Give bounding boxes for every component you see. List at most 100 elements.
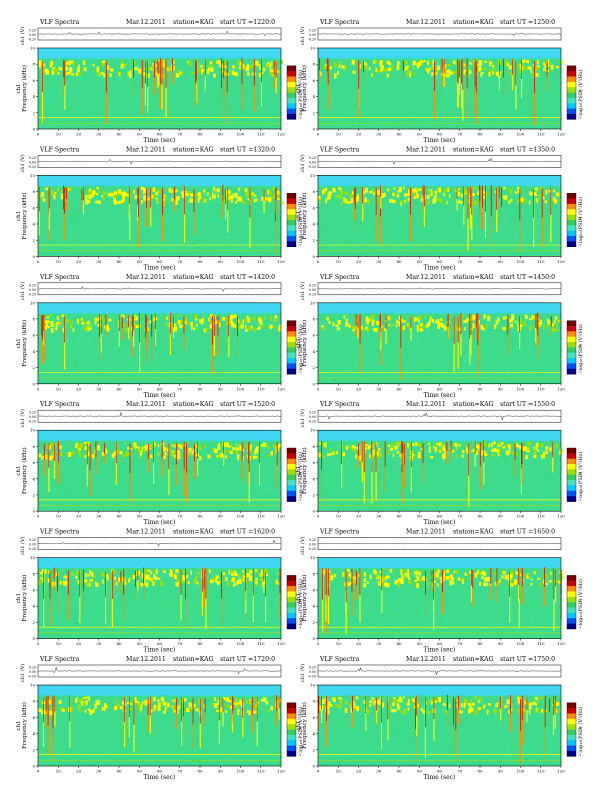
activity-patch [199, 193, 202, 199]
spectrum-speckle [212, 485, 215, 487]
spectrum-speckle [231, 86, 233, 88]
activity-patch [546, 325, 549, 328]
spectrum-speckle [63, 374, 66, 376]
sferic-core [100, 315, 102, 335]
spectrum-speckle [328, 380, 331, 382]
spectrum-speckle [550, 340, 552, 342]
spectrum-speckle [409, 60, 411, 63]
spectrum-speckle [51, 248, 53, 250]
spectrum-speckle [191, 228, 193, 230]
spectrum-speckle [505, 462, 508, 464]
spectrum-speckle [79, 339, 82, 341]
spectrum-speckle [49, 232, 51, 234]
activity-patch [326, 316, 329, 321]
spectrum-speckle [434, 333, 436, 335]
spectrum-speckle [439, 116, 441, 118]
spectrum-speckle [99, 98, 102, 101]
spectrum-speckle [425, 500, 427, 502]
spectrum-speckle [190, 494, 192, 496]
spectrum-speckle [52, 482, 54, 484]
spectrum-speckle [498, 218, 500, 220]
activity-patch [415, 187, 417, 192]
activity-patch [463, 320, 467, 324]
spectrum-speckle [437, 253, 439, 255]
activity-patch [249, 318, 252, 322]
spectrum-speckle [176, 94, 178, 97]
spectrum-speckle [424, 323, 426, 325]
spectrum-speckle [243, 360, 246, 362]
spectrum-speckle [468, 369, 471, 372]
spectrum-speckle [390, 242, 392, 244]
spectrum-speckle [381, 328, 384, 330]
spectrum-speckle [258, 216, 260, 218]
spectrum-speckle [538, 379, 541, 381]
spectrum-speckle [403, 185, 405, 187]
spectrum-speckle [272, 113, 274, 115]
spectrum-speckle [360, 222, 363, 224]
spectrum-speckle [550, 381, 553, 383]
spectrum-speckle [382, 238, 384, 240]
sferic-core [174, 186, 175, 200]
activity-patch [163, 73, 166, 79]
spectrum-speckle [505, 100, 508, 102]
spectrum-speckle [499, 496, 501, 498]
activity-patch [253, 199, 257, 203]
spectrum-speckle [538, 116, 540, 118]
spectrum-speckle [134, 355, 137, 357]
spectrum-speckle [221, 206, 223, 208]
activity-patch [463, 69, 467, 73]
spectrum-speckle [204, 334, 206, 336]
spectrum-speckle [148, 468, 151, 470]
spectrum-speckle [75, 478, 77, 481]
spectrum-speckle [366, 371, 369, 373]
spectrum-speckle [405, 374, 407, 376]
spectrum-speckle [230, 121, 232, 123]
spectrum-speckle [364, 186, 366, 188]
spectrum-speckle [324, 337, 326, 339]
spectrum-speckle [478, 121, 480, 123]
spectrum-speckle [171, 473, 173, 475]
spectrum-speckle [52, 480, 54, 482]
spectrum-speckle [45, 449, 48, 451]
activity-patch [134, 445, 137, 451]
time-tick-label: 20 [76, 259, 82, 264]
sferic-core [159, 58, 161, 84]
spectrum-speckle [389, 208, 391, 210]
spectrum-speckle [136, 97, 138, 100]
activity-patch [173, 323, 177, 327]
spectrum-speckle [85, 104, 87, 106]
spectrum-speckle [46, 460, 48, 463]
spectrum-speckle [163, 239, 166, 241]
spectrum-speckle [170, 444, 172, 446]
spectrum-speckle [269, 343, 272, 345]
panel-start-ut: start UT =1250:0 [500, 19, 555, 26]
spectrum-speckle [181, 190, 183, 192]
spectrum-speckle [257, 94, 259, 96]
spectrum-speckle [242, 344, 244, 346]
spectrum-speckle [95, 215, 97, 217]
spectrum-speckle [433, 121, 435, 123]
sferic-core [145, 314, 147, 338]
activity-patch [531, 315, 535, 319]
spectrum-speckle [514, 377, 516, 379]
spectrum-speckle [428, 123, 430, 126]
spectrum-speckle [219, 95, 221, 97]
spectrum-speckle [405, 325, 408, 327]
activity-patch [495, 71, 499, 76]
activity-patch [247, 318, 250, 322]
activity-patch [108, 318, 112, 322]
spectrum-speckle [158, 493, 161, 495]
spectrum-speckle [126, 440, 128, 442]
sferic-core [434, 61, 435, 91]
activity-patch [206, 69, 210, 75]
spectrum-speckle [398, 318, 400, 320]
spectrum-speckle [543, 217, 545, 219]
spectrum-speckle [222, 101, 225, 103]
spectrum-speckle [242, 118, 244, 120]
spectrum-speckle [549, 121, 551, 124]
spectrum-speckle [432, 332, 434, 334]
spectrum-speckle [183, 250, 185, 252]
sferic-core [550, 187, 552, 215]
spectrum-speckle [392, 233, 394, 235]
activity-patch [482, 195, 486, 199]
